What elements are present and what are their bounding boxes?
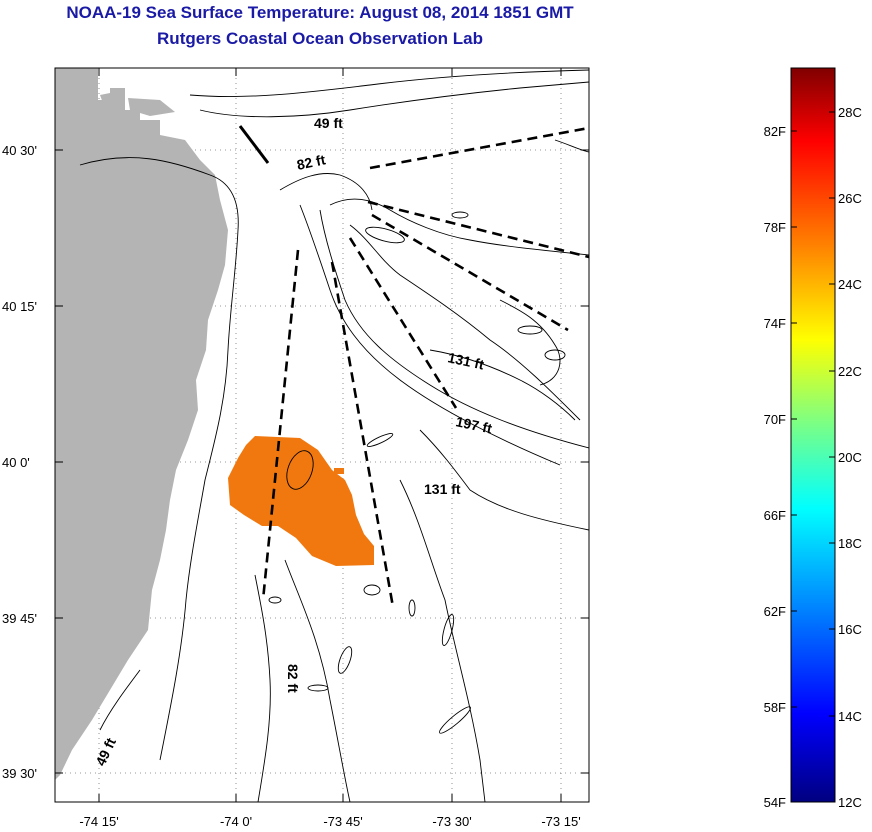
depth-label: 197 ft — [454, 413, 493, 436]
colorbar-c-label: 28C — [838, 105, 862, 120]
colorbar-f-label: 78F — [764, 220, 786, 235]
colorbar-ticks — [791, 111, 835, 717]
colorbar-c-label: 22C — [838, 364, 862, 379]
lon-label: -74 0' — [220, 814, 252, 829]
frame-ticks — [55, 68, 589, 802]
land-islet — [128, 98, 175, 116]
shipping-lanes — [261, 126, 589, 608]
depth-label: 82 ft — [295, 151, 327, 173]
colorbar-f-label: 74F — [764, 316, 786, 331]
title-line-2: Rutgers Coastal Ocean Observation Lab — [157, 29, 483, 48]
depth-label: 49 ft — [92, 735, 119, 768]
colorbar-f-label: 70F — [764, 412, 786, 427]
grid-lines — [55, 68, 589, 802]
bathymetry-contours — [79, 69, 589, 802]
map-frame — [54, 67, 590, 803]
lat-label: 39 45' — [2, 611, 37, 626]
colorbar-c-label: 16C — [838, 622, 862, 637]
lon-label: -73 30' — [432, 814, 471, 829]
depth-label: 82 ft — [285, 664, 301, 693]
colorbar-c-label: 14C — [838, 709, 862, 724]
lon-label: -73 15' — [541, 814, 580, 829]
land-mass — [55, 68, 228, 780]
colorbar — [790, 67, 836, 803]
land-islet — [100, 92, 118, 106]
depth-label: 49 ft — [314, 115, 343, 131]
lat-label: 40 30' — [2, 143, 37, 158]
colorbar-c-label: 20C — [838, 450, 862, 465]
colorbar-f-label: 66F — [764, 508, 786, 523]
colorbar-f-label: 58F — [764, 700, 786, 715]
colorbar-f-label: 62F — [764, 604, 786, 619]
sst-warm-patch — [228, 436, 374, 566]
colorbar-c-label: 26C — [838, 191, 862, 206]
lon-label: -73 45' — [323, 814, 362, 829]
depth-label: 131 ft — [446, 349, 485, 372]
sst-pixel — [334, 468, 344, 474]
title-line-1: NOAA-19 Sea Surface Temperature: August … — [66, 3, 574, 22]
colorbar-f-label: 82F — [764, 124, 786, 139]
colorbar-f-label: 54F — [764, 795, 786, 810]
colorbar-c-label: 18C — [838, 536, 862, 551]
colorbar-c-label: 24C — [838, 277, 862, 292]
colorbar-c-label: 12C — [838, 795, 862, 810]
lat-label: 40 15' — [2, 299, 37, 314]
channel-line — [238, 125, 270, 164]
lat-label: 40 0' — [2, 455, 30, 470]
depth-label: 131 ft — [424, 481, 461, 497]
lat-label: 39 30' — [2, 766, 37, 781]
lon-label: -74 15' — [79, 814, 118, 829]
